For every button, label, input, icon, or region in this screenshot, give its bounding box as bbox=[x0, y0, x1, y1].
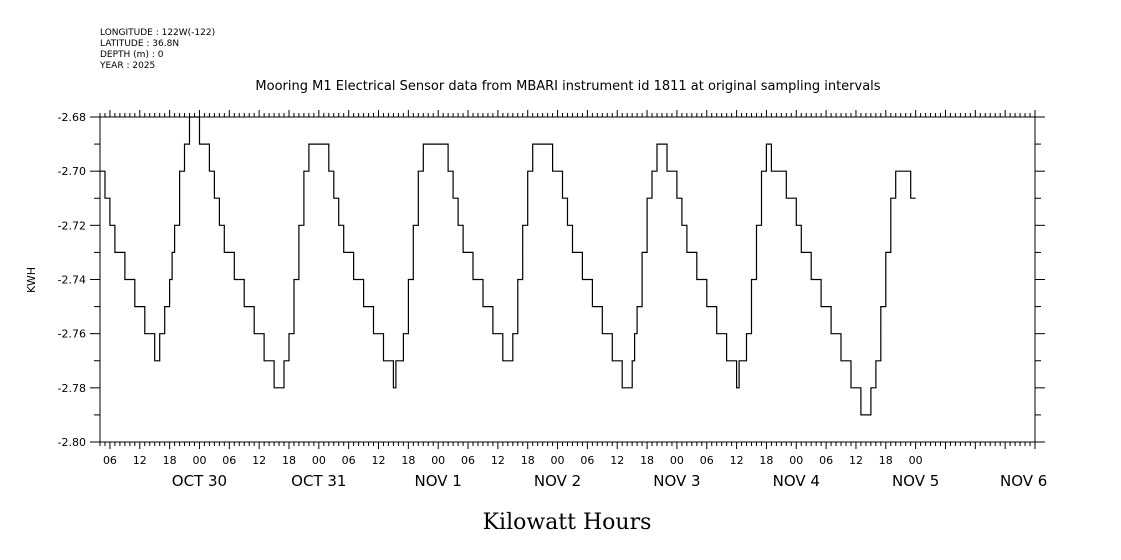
x-date-label: NOV 6 bbox=[1000, 472, 1047, 490]
y-tick-label: -2.78 bbox=[58, 382, 86, 395]
x-hour-label: 18 bbox=[879, 454, 893, 467]
x-hour-label: 18 bbox=[163, 454, 177, 467]
x-date-label: NOV 1 bbox=[415, 472, 462, 490]
x-axis-label: Kilowatt Hours bbox=[483, 510, 652, 535]
x-hour-label: 00 bbox=[789, 454, 803, 467]
x-hour-label: 00 bbox=[312, 454, 326, 467]
x-date-label: NOV 3 bbox=[653, 472, 700, 490]
meta-latitude: LATITUDE : 36.8N bbox=[100, 39, 179, 49]
x-hour-label: 06 bbox=[103, 454, 117, 467]
x-date-label: OCT 30 bbox=[172, 472, 227, 490]
x-hour-label: 12 bbox=[849, 454, 863, 467]
x-hour-label: 12 bbox=[610, 454, 624, 467]
axis-tick-labels: 06 12 18 00 06 12 18 00 06 12 18 00 06 12 18 00 06 12 18 00… bbox=[58, 111, 1048, 490]
chart-title: Mooring M1 Electrical Sensor data from M… bbox=[255, 79, 880, 94]
x-hour-label: 06 bbox=[222, 454, 236, 467]
x-hour-label: 06 bbox=[461, 454, 475, 467]
x-date-label: NOV 5 bbox=[892, 472, 939, 490]
y-tick-label: -2.72 bbox=[58, 219, 86, 232]
y-tick-label: -2.76 bbox=[58, 328, 86, 341]
meta-depth: DEPTH (m) : 0 bbox=[100, 50, 164, 60]
x-hour-label: 18 bbox=[759, 454, 773, 467]
x-hour-label: 18 bbox=[521, 454, 535, 467]
series-layer bbox=[100, 116, 916, 416]
x-hour-label: 06 bbox=[819, 454, 833, 467]
y-tick-label: -2.74 bbox=[58, 274, 86, 287]
y-tick-label: -2.80 bbox=[58, 436, 86, 449]
x-hour-label: 12 bbox=[730, 454, 744, 467]
x-date-label: OCT 31 bbox=[291, 472, 346, 490]
x-hour-label: 12 bbox=[372, 454, 386, 467]
x-hour-label: 06 bbox=[700, 454, 714, 467]
x-date-label: NOV 2 bbox=[534, 472, 581, 490]
x-hour-label: 00 bbox=[431, 454, 445, 467]
meta-year: YEAR : 2025 bbox=[99, 61, 155, 71]
x-date-label: NOV 4 bbox=[773, 472, 820, 490]
metadata-block: LONGITUDE : 122W(-122) LATITUDE : 36.8N … bbox=[99, 28, 215, 71]
x-hour-label: 00 bbox=[670, 454, 684, 467]
x-hour-label: 18 bbox=[282, 454, 296, 467]
x-hour-label: 00 bbox=[551, 454, 565, 467]
y-tick-label: -2.70 bbox=[58, 165, 86, 178]
y-tick-label: -2.68 bbox=[58, 111, 86, 124]
x-hour-label: 06 bbox=[342, 454, 356, 467]
x-hour-label: 06 bbox=[580, 454, 594, 467]
x-hour-label: 18 bbox=[640, 454, 654, 467]
x-hour-label: 18 bbox=[401, 454, 415, 467]
x-hour-label: 00 bbox=[909, 454, 923, 467]
axis-ticks bbox=[90, 110, 1045, 449]
x-hour-label: 12 bbox=[252, 454, 266, 467]
y-axis-label: KWH bbox=[25, 267, 38, 293]
x-hour-label: 12 bbox=[133, 454, 147, 467]
series-line bbox=[100, 116, 916, 416]
x-hour-label: 00 bbox=[192, 454, 206, 467]
meta-longitude: LONGITUDE : 122W(-122) bbox=[100, 28, 215, 38]
x-hour-label: 12 bbox=[491, 454, 505, 467]
